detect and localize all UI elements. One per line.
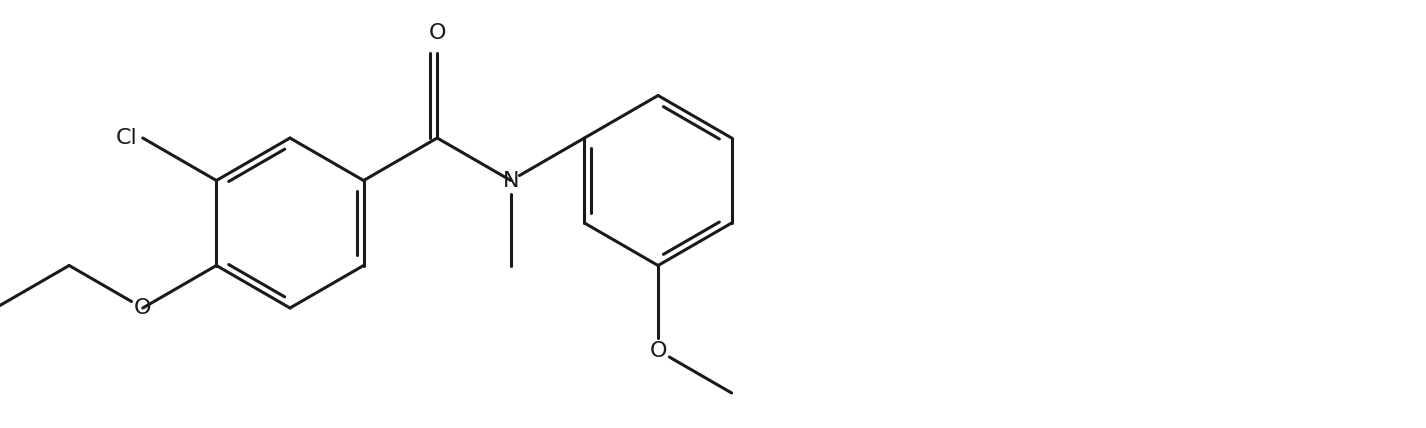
Text: O: O xyxy=(428,23,446,43)
Text: N: N xyxy=(502,170,519,190)
Text: O: O xyxy=(649,341,667,360)
Text: O: O xyxy=(134,298,151,318)
Text: Cl: Cl xyxy=(116,128,138,148)
